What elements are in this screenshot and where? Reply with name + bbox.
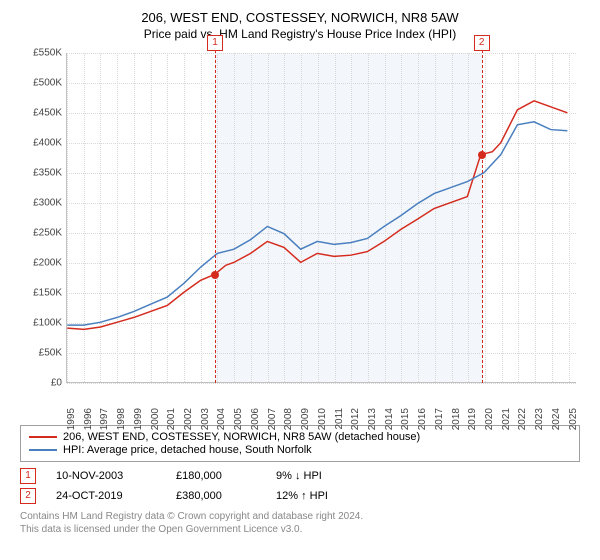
x-axis-label: 2021 [501, 408, 512, 430]
x-axis-label: 1996 [83, 408, 94, 430]
y-axis-label: £400K [20, 138, 62, 149]
chart-header: 206, WEST END, COSTESSEY, NORWICH, NR8 5… [10, 10, 590, 41]
line-series-svg [67, 53, 576, 382]
event-marker-line [215, 35, 216, 383]
series-line [67, 101, 567, 330]
x-axis-label: 2025 [568, 408, 579, 430]
footnote-line: Contains HM Land Registry data © Crown c… [20, 510, 580, 523]
x-axis-label: 2019 [467, 408, 478, 430]
y-axis-label: £50K [20, 348, 62, 359]
x-axis-label: 1998 [116, 408, 127, 430]
x-axis-label: 1995 [66, 408, 77, 430]
y-axis-label: £100K [20, 318, 62, 329]
legend-swatch [29, 449, 57, 451]
x-axis-label: 2002 [183, 408, 194, 430]
event-row: 1 10-NOV-2003 £180,000 9% ↓ HPI [20, 468, 580, 484]
footnote-line: This data is licensed under the Open Gov… [20, 523, 580, 536]
event-marker-badge: 2 [474, 35, 490, 51]
event-badge: 1 [20, 468, 36, 484]
y-axis-label: £150K [20, 288, 62, 299]
x-axis-label: 2005 [233, 408, 244, 430]
x-axis-label: 2003 [200, 408, 211, 430]
x-axis-label: 2016 [417, 408, 428, 430]
y-axis-label: £350K [20, 168, 62, 179]
y-axis-label: £500K [20, 78, 62, 89]
x-axis-label: 2024 [551, 408, 562, 430]
event-badge: 2 [20, 488, 36, 504]
x-axis-label: 2006 [250, 408, 261, 430]
x-axis-label: 2014 [384, 408, 395, 430]
legend-label: 206, WEST END, COSTESSEY, NORWICH, NR8 5… [63, 431, 420, 443]
y-axis-label: £550K [20, 48, 62, 59]
x-axis-label: 2009 [300, 408, 311, 430]
x-axis-label: 2017 [434, 408, 445, 430]
event-date: 10-NOV-2003 [56, 470, 156, 482]
y-axis-label: £250K [20, 228, 62, 239]
y-axis-label: £0 [20, 378, 62, 389]
y-axis-label: £200K [20, 258, 62, 269]
x-axis-label: 2008 [283, 408, 294, 430]
x-axis-label: 2020 [484, 408, 495, 430]
event-date: 24-OCT-2019 [56, 490, 156, 502]
x-axis-label: 2013 [367, 408, 378, 430]
x-axis-label: 2022 [517, 408, 528, 430]
event-row: 2 24-OCT-2019 £380,000 12% ↑ HPI [20, 488, 580, 504]
gridline-h [67, 383, 576, 384]
x-axis-label: 2023 [534, 408, 545, 430]
event-marker-badge: 1 [207, 35, 223, 51]
legend-label: HPI: Average price, detached house, Sout… [63, 444, 312, 456]
event-marker-dot [211, 271, 219, 279]
event-marker-line [482, 35, 483, 383]
event-price: £380,000 [176, 490, 256, 502]
footnote: Contains HM Land Registry data © Crown c… [20, 510, 580, 536]
legend-item: 206, WEST END, COSTESSEY, NORWICH, NR8 5… [29, 431, 571, 443]
event-price: £180,000 [176, 470, 256, 482]
x-axis-label: 2011 [334, 408, 345, 430]
y-axis-label: £300K [20, 198, 62, 209]
x-axis-label: 2004 [216, 408, 227, 430]
event-table: 1 10-NOV-2003 £180,000 9% ↓ HPI 2 24-OCT-2019… [20, 468, 580, 504]
x-axis-label: 1999 [133, 408, 144, 430]
legend-item: HPI: Average price, detached house, Sout… [29, 444, 571, 456]
chart-area: £0 £50K £100K £150K £200K £250K £300K £350K £400… [20, 49, 580, 419]
event-marker-dot [478, 151, 486, 159]
y-axis-label: £450K [20, 108, 62, 119]
x-axis-label: 2007 [267, 408, 278, 430]
chart-title: 206, WEST END, COSTESSEY, NORWICH, NR8 5… [10, 10, 590, 25]
legend-swatch [29, 436, 57, 438]
event-relative: 9% ↓ HPI [276, 470, 322, 482]
x-axis-label: 1997 [99, 408, 110, 430]
x-axis-label: 2001 [166, 408, 177, 430]
chart-subtitle: Price paid vs. HM Land Registry's House … [10, 27, 590, 41]
legend: 206, WEST END, COSTESSEY, NORWICH, NR8 5… [20, 425, 580, 462]
x-axis-label: 2018 [451, 408, 462, 430]
plot-area: 12 [66, 53, 576, 383]
x-axis-label: 2000 [150, 408, 161, 430]
event-relative: 12% ↑ HPI [276, 490, 328, 502]
x-axis-label: 2010 [317, 408, 328, 430]
x-axis-label: 2012 [350, 408, 361, 430]
x-axis-label: 2015 [400, 408, 411, 430]
